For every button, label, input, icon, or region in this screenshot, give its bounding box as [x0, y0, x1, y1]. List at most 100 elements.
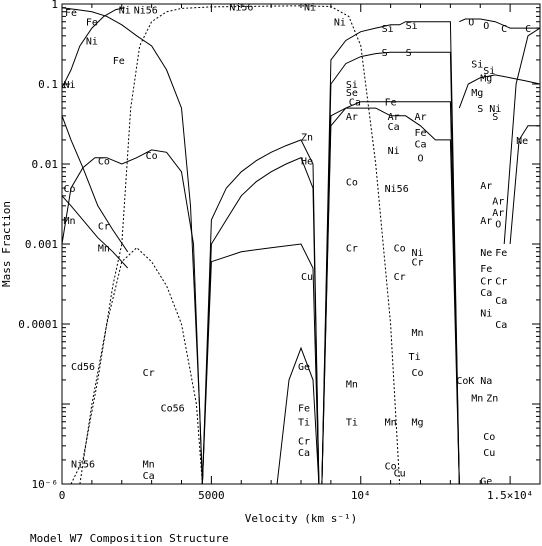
annotation-label: Si: [346, 80, 358, 91]
annotation-label: Ni: [304, 3, 316, 14]
annotation-label: Mn: [98, 244, 110, 255]
annotation-label: Co: [98, 157, 110, 168]
annotation-label: Ni: [334, 18, 346, 29]
annotation-label: Cr: [143, 368, 155, 379]
annotation-label: Ar: [492, 196, 504, 207]
annotation-label: Mg: [412, 418, 424, 429]
annotation-label: S: [406, 48, 412, 59]
y-tick-label: 0.01: [32, 158, 59, 171]
series-line-ar: [321, 101, 460, 485]
axis-ticks: [61, 3, 541, 485]
annotation-label: Ca: [143, 471, 155, 482]
annotation-label: Ni: [489, 104, 501, 115]
annotation-label: Fe: [86, 18, 98, 29]
annotation-label: Ca: [495, 320, 507, 331]
annotation-label: Ar: [492, 208, 504, 219]
y-tick-label: 10⁻⁶: [32, 478, 59, 491]
annotation-label: Cr: [98, 222, 110, 233]
annotation-label: Co: [456, 376, 468, 387]
annotation-label: Cd56: [71, 362, 95, 373]
series-line-o: [459, 18, 540, 29]
series-curves: [61, 5, 541, 485]
annotation-label: Ti: [409, 352, 421, 363]
series-line-ca: [321, 107, 460, 485]
annotation-label: Si: [471, 60, 483, 71]
y-tick-label: 0.0001: [18, 318, 58, 331]
series-line-cr: [61, 115, 129, 253]
annotation-label: Mn: [143, 460, 155, 471]
series-line-mn: [61, 195, 129, 269]
annotation-label: Ne: [516, 136, 528, 147]
x-tick-label: 1.5×10⁴: [487, 489, 533, 502]
annotation-label: Ni: [412, 248, 424, 259]
annotation-label: Ge: [298, 362, 310, 373]
annotation-label: Ar: [415, 112, 427, 123]
annotation-label: Ni56: [229, 3, 253, 14]
annotation-label: Ar: [480, 216, 492, 227]
annotation-label: Ca: [480, 288, 492, 299]
annotation-label: Co56: [161, 404, 185, 415]
series-line-fe: [61, 7, 203, 485]
annotation-label: Ar: [480, 181, 492, 192]
annotation-label: Cr: [412, 258, 424, 269]
annotation-label: Ni56: [385, 184, 409, 195]
series-line-ni56: [121, 5, 401, 485]
annotation-label: Cr: [394, 272, 406, 283]
series-line-c: [503, 27, 541, 245]
annotation-label: Cu: [483, 448, 495, 459]
series-line-ne: [509, 125, 540, 245]
annotation-label: Ti: [346, 418, 358, 429]
annotation-label: He: [301, 157, 313, 168]
annotation-label: Fe: [65, 8, 77, 19]
annotation-label: Mn: [63, 216, 75, 227]
annotation-label: Fe: [480, 264, 492, 275]
annotation-label: Co: [483, 432, 495, 443]
annotation-label: O: [418, 154, 424, 165]
annotation-label: Ca: [349, 98, 361, 109]
annotation-label: Ca: [415, 140, 427, 151]
annotation-label: Na: [480, 376, 492, 387]
y-tick-label: 0.1: [38, 78, 58, 91]
annotation-label: Si: [406, 21, 418, 32]
annotation-label: Mn: [346, 380, 358, 391]
annotation-label: Mn: [412, 328, 424, 339]
annotation-label: C: [501, 24, 507, 35]
annotation-label: Cu: [394, 468, 406, 479]
series-line-mg: [458, 74, 541, 109]
annotation-label: Mn: [471, 394, 483, 405]
annotation-label: O: [483, 21, 489, 32]
annotation-label: Co: [394, 244, 406, 255]
x-axis-label: Velocity (km s⁻¹): [245, 512, 358, 525]
series-line-co: [61, 149, 203, 485]
series-line-he: [201, 157, 320, 485]
annotation-label: Si: [382, 24, 394, 35]
annotation-label: Co: [346, 178, 358, 189]
chart-caption: Model W7 Composition Structure: [30, 532, 229, 545]
annotation-label: Si: [483, 66, 495, 77]
series-line-s: [321, 51, 460, 485]
annotation-label: Ca: [298, 448, 310, 459]
annotation-label: Se: [346, 88, 358, 99]
annotation-label: Ne: [480, 248, 492, 259]
annotation-label: Mn: [385, 418, 397, 429]
annotation-label: Cr: [495, 276, 507, 287]
annotation-label: Ca: [388, 122, 400, 133]
y-tick-label: 1: [51, 0, 58, 11]
annotation-label: Fe: [415, 128, 427, 139]
annotation-label: Cu: [301, 272, 313, 283]
annotation-label: C: [525, 24, 531, 35]
series-line-ni56: [70, 243, 123, 485]
series-line-zn: [201, 139, 320, 485]
series-line-ni: [61, 7, 125, 88]
annotation-label: Zn: [301, 133, 313, 144]
annotation-label: Ni56: [134, 6, 158, 17]
x-tick-label: 10⁴: [351, 489, 371, 502]
annotation-label: K: [468, 376, 474, 387]
axis-tick-labels: 0 5000 10⁴ 1.5×10⁴ 1 0.1 0.01 0.001 0.0001 10⁻⁶: [18, 0, 533, 502]
annotation-label: Ni56: [71, 460, 95, 471]
annotation-label: Co: [412, 368, 424, 379]
annotation-label: Fe: [495, 248, 507, 259]
annotation-label: Cr: [298, 436, 310, 447]
annotation-label: Ni: [63, 80, 75, 91]
